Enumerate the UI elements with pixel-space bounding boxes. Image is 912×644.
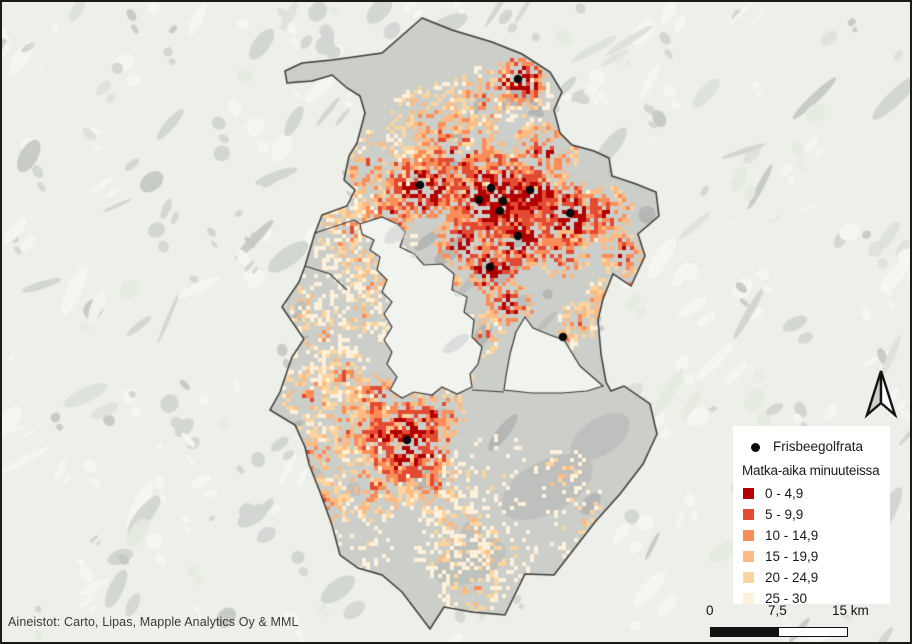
legend-swatch-icon — [743, 509, 754, 520]
scale-bar-black-half — [711, 628, 779, 636]
north-arrow-icon — [864, 370, 898, 419]
legend-class-label: 0 - 4,9 — [765, 485, 804, 501]
north-arrow-left-half — [864, 370, 883, 419]
map-legend: Frisbeegolfrata Matka-aika minuuteissa 0… — [733, 426, 890, 605]
scale-bar-labels: 0 7,5 15 km — [696, 603, 886, 619]
legend-classes: 0 - 4,9 5 - 9,9 10 - 14,9 15 - 19,9 20 - 24,… — [742, 483, 882, 609]
legend-class-row: 5 - 9,9 — [742, 504, 882, 525]
legend-class-label: 15 - 19,9 — [765, 548, 819, 564]
legend-course-label: Frisbeegolfrata — [773, 439, 864, 455]
legend-class-label: 25 - 30 — [765, 590, 808, 606]
legend-swatch-icon — [743, 572, 754, 583]
scale-bar-white-half — [779, 628, 847, 636]
scale-label-max: 15 km — [832, 603, 869, 618]
attribution-text: Aineistot: Carto, Lipas, Mapple Analytic… — [8, 615, 299, 629]
legend-title: Matka-aika minuuteissa — [742, 463, 880, 479]
course-marker-icon — [751, 442, 760, 452]
legend-class-row: 25 - 30 — [742, 588, 882, 609]
scale-label-zero: 0 — [706, 603, 714, 618]
legend-swatch-icon — [743, 593, 754, 604]
legend-course-row: Frisbeegolfrata — [742, 435, 882, 459]
legend-class-row: 10 - 14,9 — [742, 525, 882, 546]
legend-class-row: 0 - 4,9 — [742, 483, 882, 504]
legend-swatch-icon — [743, 488, 754, 499]
scale-bar-graphic — [710, 627, 848, 637]
legend-class-label: 10 - 14,9 — [765, 527, 819, 543]
legend-class-row: 15 - 19,9 — [742, 546, 882, 567]
legend-swatch-icon — [743, 530, 754, 541]
legend-class-label: 5 - 9,9 — [765, 506, 804, 522]
scale-bar: 0 7,5 15 km — [696, 603, 886, 642]
scale-label-mid: 7,5 — [768, 603, 787, 618]
legend-class-label: 20 - 24,9 — [765, 569, 819, 585]
north-arrow-right-half — [879, 370, 898, 419]
legend-class-row: 20 - 24,9 — [742, 567, 882, 588]
legend-swatch-icon — [743, 551, 754, 562]
